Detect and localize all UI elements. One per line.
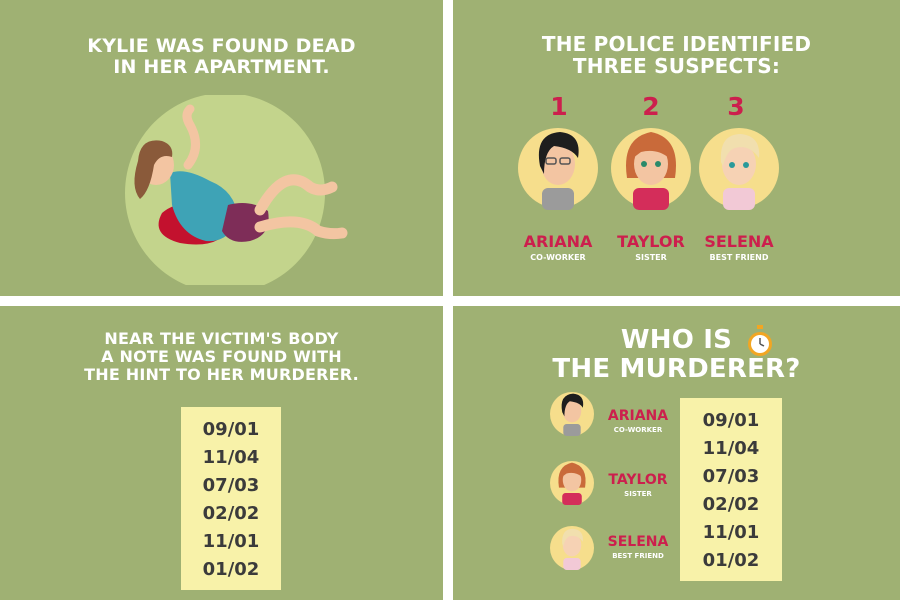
suspect-name: SELENA [607,534,669,550]
hint-note: 09/01 11/04 07/03 02/02 11/01 01/02 [680,398,782,581]
headline-line: WHO IS [620,325,733,355]
taylor-avatar [558,462,586,505]
suspect-name: ARIANA [607,408,669,424]
suspect-name: SELENA [704,232,774,251]
panel-suspects: THE POLICE IDENTIFIED THREE SUSPECTS: 1 … [453,0,900,296]
headline-line: KYLIE WAS FOUND DEAD [87,35,356,57]
suspect-role: BEST FRIEND [612,552,664,560]
stopwatch-icon [748,325,772,356]
note-line: 11/04 [702,438,760,459]
note-line: 01/02 [702,550,760,571]
headline: KYLIE WAS FOUND DEAD IN HER APARTMENT. [0,36,443,77]
note-line: 07/03 [202,475,260,496]
note-line: 11/01 [702,522,760,543]
victim-illustration [125,95,348,285]
hint-note: 09/01 11/04 07/03 02/02 11/01 01/02 [181,407,281,590]
suspect-number: 1 [550,92,568,121]
headline: WHO IS THE MURDERER? [453,326,900,383]
headline-line: IN HER APARTMENT. [113,55,330,78]
suspect-name: TAYLOR [617,232,685,251]
headline-line: NEAR THE VICTIM'S BODY [104,329,339,348]
note-line: 11/04 [202,447,260,468]
suspect-role: BEST FRIEND [709,253,769,262]
headline-line: THE MURDERER? [552,353,801,384]
suspect-role: CO-WORKER [613,426,663,434]
headline: NEAR THE VICTIM'S BODY A NOTE WAS FOUND … [0,330,443,384]
suspect-role: CO-WORKER [530,253,586,262]
suspect-role: SISTER [624,490,652,498]
note-line: 09/01 [702,410,760,431]
headline-line: THREE SUSPECTS: [572,53,781,78]
selena-avatar [720,134,760,210]
suspect-role: SISTER [635,253,667,262]
note-line: 09/01 [202,419,260,440]
panel-note-found: NEAR THE VICTIM'S BODY A NOTE WAS FOUND … [0,306,443,600]
headline-line: THE HINT TO HER MURDERER. [84,364,359,384]
note-line: 11/01 [202,531,260,552]
suspect-number: 2 [642,92,660,121]
suspect-number: 3 [727,92,745,121]
note-line: 02/02 [702,494,760,515]
selena-avatar [562,528,583,570]
panel-who-is-murderer: WHO IS THE MURDERER? ARIANA CO-WORKER TA… [453,306,900,600]
ariana-avatar [561,393,584,436]
panel-crime-scene: KYLIE WAS FOUND DEAD IN HER APARTMENT. [0,0,443,296]
note-line: 01/02 [202,559,260,580]
ariana-avatar [538,132,579,210]
taylor-avatar [626,132,676,210]
suspect-name: ARIANA [523,232,593,251]
suspect-name: TAYLOR [608,472,668,488]
note-line: 07/03 [702,466,760,487]
note-line: 02/02 [202,503,260,524]
headline-line: A NOTE WAS FOUND WITH [101,346,342,366]
headline-line: THE POLICE IDENTIFIED [541,32,812,56]
headline: THE POLICE IDENTIFIED THREE SUSPECTS: [453,32,900,78]
